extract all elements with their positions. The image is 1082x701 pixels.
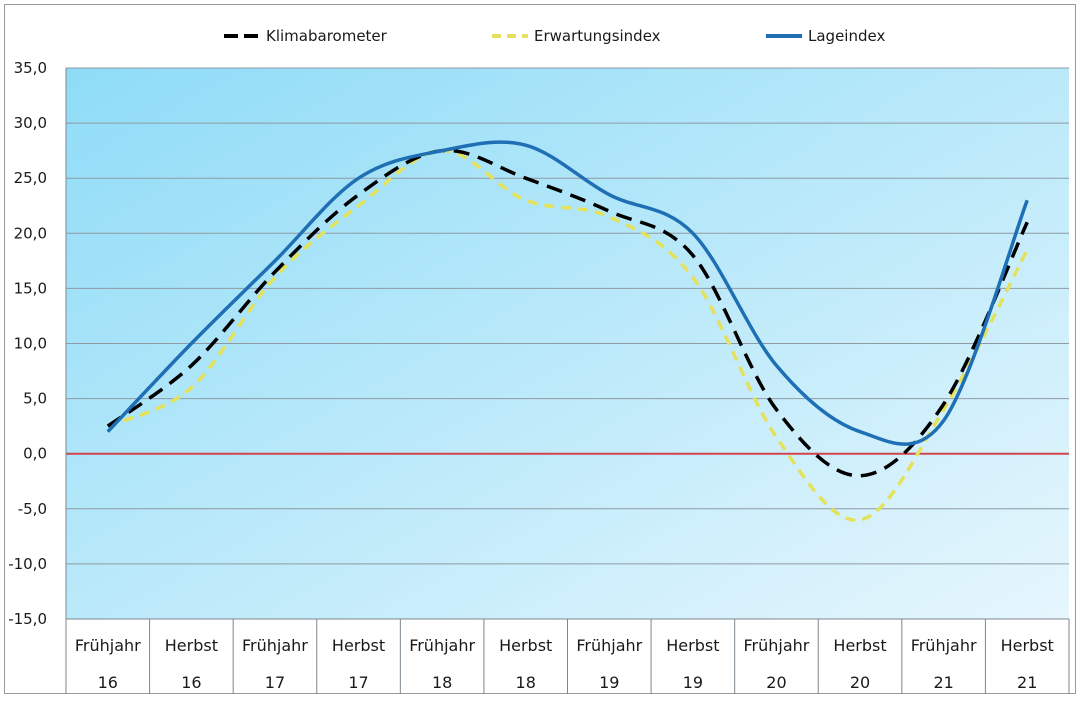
y-tick-label: 20,0 <box>14 224 47 242</box>
category-year-label: 20 <box>850 673 870 692</box>
category-season-label: Herbst <box>833 636 886 655</box>
category-season-label: Frühjahr <box>242 636 308 655</box>
category-season-label: Frühjahr <box>911 636 977 655</box>
y-tick-label: 15,0 <box>14 279 47 297</box>
y-tick-label: -5,0 <box>18 500 47 518</box>
category-year-label: 20 <box>766 673 786 692</box>
category-year-label: 16 <box>181 673 201 692</box>
category-season-label: Frühjahr <box>744 636 810 655</box>
category-year-label: 19 <box>599 673 619 692</box>
legend: Klimabarometer Erwartungsindex Lageindex <box>224 27 885 45</box>
y-tick-label: 5,0 <box>23 390 47 408</box>
category-year-label: 16 <box>98 673 118 692</box>
category-season-label: Herbst <box>332 636 385 655</box>
category-season-label: Herbst <box>499 636 552 655</box>
y-tick-label: 30,0 <box>14 114 47 132</box>
category-season-label: Frühjahr <box>576 636 642 655</box>
series-line-erwartungsindex <box>107 148 1029 522</box>
category-year-label: 21 <box>1017 673 1037 692</box>
x-axis-table: Frühjahr 16 Herbst 16 Frühjahr 17 Herbst 17 Früh… <box>65 68 1070 694</box>
category-season-label: Frühjahr <box>409 636 475 655</box>
series-line-lageindex <box>106 140 1029 446</box>
legend-label-erwartungsindex: Erwartungsindex <box>534 27 661 45</box>
category-year-label: 17 <box>265 673 285 692</box>
category-season-label: Herbst <box>165 636 218 655</box>
y-tick-label: -10,0 <box>8 555 47 573</box>
category-year-label: 18 <box>432 673 452 692</box>
category-year-label: 18 <box>516 673 536 692</box>
series-line-klimabarometer <box>106 148 1029 478</box>
y-tick-label: 25,0 <box>14 169 47 187</box>
legend-label-lageindex: Lageindex <box>808 27 885 45</box>
y-tick-label: 10,0 <box>14 335 47 353</box>
category-season-label: Herbst <box>666 636 719 655</box>
series-lines <box>106 140 1029 522</box>
category-year-label: 21 <box>933 673 953 692</box>
category-year-label: 17 <box>348 673 368 692</box>
category-season-label: Frühjahr <box>75 636 141 655</box>
category-year-label: 19 <box>683 673 703 692</box>
y-tick-label: -15,0 <box>8 610 47 628</box>
y-tick-label: 0,0 <box>23 445 47 463</box>
legend-label-klimabarometer: Klimabarometer <box>266 27 388 45</box>
y-tick-label: 35,0 <box>14 59 47 77</box>
category-season-label: Herbst <box>1001 636 1054 655</box>
y-axis: 35,0 30,0 25,0 20,0 15,0 10,0 5,0 0,0 -5,0 -10,0 -… <box>8 59 47 628</box>
